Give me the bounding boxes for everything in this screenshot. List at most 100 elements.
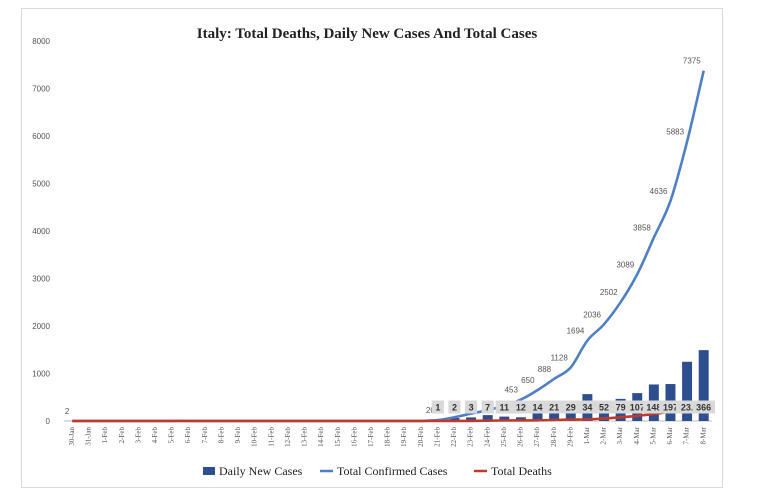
data-label-total-cases: 3089 xyxy=(616,260,634,269)
x-tick-label: 8-Feb xyxy=(217,427,225,444)
data-label-box-total-deaths xyxy=(431,400,444,414)
data-label-box-total-deaths xyxy=(562,400,580,414)
bar xyxy=(698,350,709,421)
x-tick-label: 4-Feb xyxy=(151,427,159,444)
data-label-total-cases: 650 xyxy=(521,376,535,385)
bar xyxy=(532,409,543,421)
data-label-total-deaths: 2 xyxy=(452,403,457,413)
data-label-box-total-deaths xyxy=(545,400,563,414)
y-tick-label: 8000 xyxy=(32,37,50,46)
data-label-total-cases: 20 xyxy=(426,406,435,415)
bar xyxy=(549,409,560,421)
x-tick-label: 20-Feb xyxy=(417,427,425,447)
bar xyxy=(466,417,477,421)
y-tick-label: 4000 xyxy=(32,227,50,236)
data-label-total-cases: 4636 xyxy=(650,187,668,196)
legend-label-total-deaths: Total Deaths xyxy=(491,464,552,478)
y-tick-label: 5000 xyxy=(32,180,50,189)
x-tick-label: 14-Feb xyxy=(317,427,325,447)
data-label-box-total-deaths xyxy=(578,400,597,414)
data-label-box-total-deaths xyxy=(481,400,494,414)
data-label-total-cases: 453 xyxy=(505,385,519,394)
data-label-total-cases: 5883 xyxy=(666,128,684,137)
bar xyxy=(482,415,493,421)
data-label-total-deaths: 1 xyxy=(435,403,440,413)
x-tick-label: 21-Feb xyxy=(433,427,441,447)
x-tick-label: 31-Jan xyxy=(85,427,93,446)
x-tick-label: 6-Mar xyxy=(666,426,674,444)
x-tick-label: 30-Jan xyxy=(68,427,76,446)
bar xyxy=(565,409,576,421)
bar xyxy=(449,418,460,421)
data-label-total-deaths: 79 xyxy=(616,403,626,413)
data-label-total-deaths: 21 xyxy=(549,403,559,413)
x-tick-label: 5-Feb xyxy=(168,427,176,444)
x-tick-label: 13-Feb xyxy=(301,427,309,447)
data-label-box-total-deaths xyxy=(611,400,630,414)
x-tick-label: 26-Feb xyxy=(517,427,525,447)
y-tick-label: 0 xyxy=(46,417,51,426)
x-tick-label: 12-Feb xyxy=(284,427,292,447)
data-label-total-cases: 2036 xyxy=(583,310,601,319)
data-label-total-deaths: 14 xyxy=(533,403,543,413)
x-tick-label: 7-Mar xyxy=(683,426,691,444)
data-label-total-deaths: 52 xyxy=(599,403,609,413)
x-axis: 30-Jan 31-Jan 1-Feb 2-Feb 3-Feb 4-Feb 5-Feb 6-F… xyxy=(64,420,712,447)
x-tick-label: 8-Mar xyxy=(699,426,707,444)
x-tick-label: 17-Feb xyxy=(367,427,375,447)
x-tick-label: 10-Feb xyxy=(251,427,259,447)
total-deaths-line xyxy=(72,402,705,423)
x-tick-label: 25-Feb xyxy=(500,427,508,447)
bar xyxy=(682,361,693,421)
chart-lines xyxy=(72,70,705,423)
x-tick-label: 16-Feb xyxy=(350,427,358,447)
x-tick-label: 27-Feb xyxy=(533,427,541,447)
data-label-box-total-deaths xyxy=(528,400,547,414)
data-label-total-cases: 3858 xyxy=(633,224,651,233)
data-label-total-cases: 2502 xyxy=(600,288,618,297)
legend-label-total-confirmed-cases: Total Confirmed Cases xyxy=(337,464,448,478)
data-label-total-deaths: 366 xyxy=(696,403,711,413)
x-tick-label: 28-Feb xyxy=(550,427,558,447)
x-tick-label: 22-Feb xyxy=(450,427,458,447)
data-label-total-deaths: 12 xyxy=(516,403,526,413)
y-tick-label: 2000 xyxy=(32,322,50,331)
y-axis: 0 1000 2000 3000 4000 5000 6000 7000 8000 xyxy=(32,37,50,426)
x-tick-label: 19-Feb xyxy=(400,427,408,447)
x-tick-label: 4-Mar xyxy=(633,426,641,444)
data-label-total-deaths: 107 xyxy=(630,403,645,413)
y-tick-label: 7000 xyxy=(32,85,50,94)
data-label-total-deaths: 29 xyxy=(566,403,576,413)
x-tick-label: 9-Feb xyxy=(234,427,242,444)
data-label-box-total-deaths xyxy=(495,400,514,414)
data-label-total-cases: 2 xyxy=(65,407,70,416)
y-tick-label: 1000 xyxy=(32,370,50,379)
data-label-box-total-deaths xyxy=(692,400,715,414)
chart-frame: Italy: Total Deaths, Daily New Cases And… xyxy=(21,8,723,488)
data-label-total-deaths: 11 xyxy=(500,403,510,413)
data-label-total-cases: 888 xyxy=(538,365,552,374)
x-tick-label: 1-Feb xyxy=(101,427,109,444)
x-tick-label: 24-Feb xyxy=(483,427,491,447)
x-tick-label: 23-Feb xyxy=(467,427,475,447)
legend-swatch-daily-new-cases xyxy=(203,467,215,475)
chart: Italy: Total Deaths, Daily New Cases And… xyxy=(32,26,715,478)
x-tick-label: 15-Feb xyxy=(334,427,342,447)
legend-label-daily-new-cases: Daily New Cases xyxy=(219,464,303,478)
data-label-total-cases: 1694 xyxy=(567,327,585,336)
x-tick-label: 29-Feb xyxy=(566,427,574,447)
chart-title: Italy: Total Deaths, Daily New Cases And… xyxy=(197,26,538,42)
x-tick-label: 11-Feb xyxy=(267,427,275,447)
data-label-total-deaths: 23. xyxy=(681,403,694,413)
data-label-total-deaths: 197 xyxy=(663,403,678,413)
x-tick-label: 18-Feb xyxy=(384,427,392,447)
legend: Daily New Cases Total Confirmed Cases Tota… xyxy=(203,464,552,478)
data-label-total-deaths: 148 xyxy=(646,403,661,413)
data-label-total-deaths: 34 xyxy=(582,403,592,413)
x-tick-label: 6-Feb xyxy=(184,427,192,444)
x-tick-label: 2-Mar xyxy=(600,426,608,444)
y-tick-label: 3000 xyxy=(32,275,50,284)
x-tick-label: 7-Feb xyxy=(201,427,209,444)
x-tick-label: 3-Feb xyxy=(134,427,142,444)
